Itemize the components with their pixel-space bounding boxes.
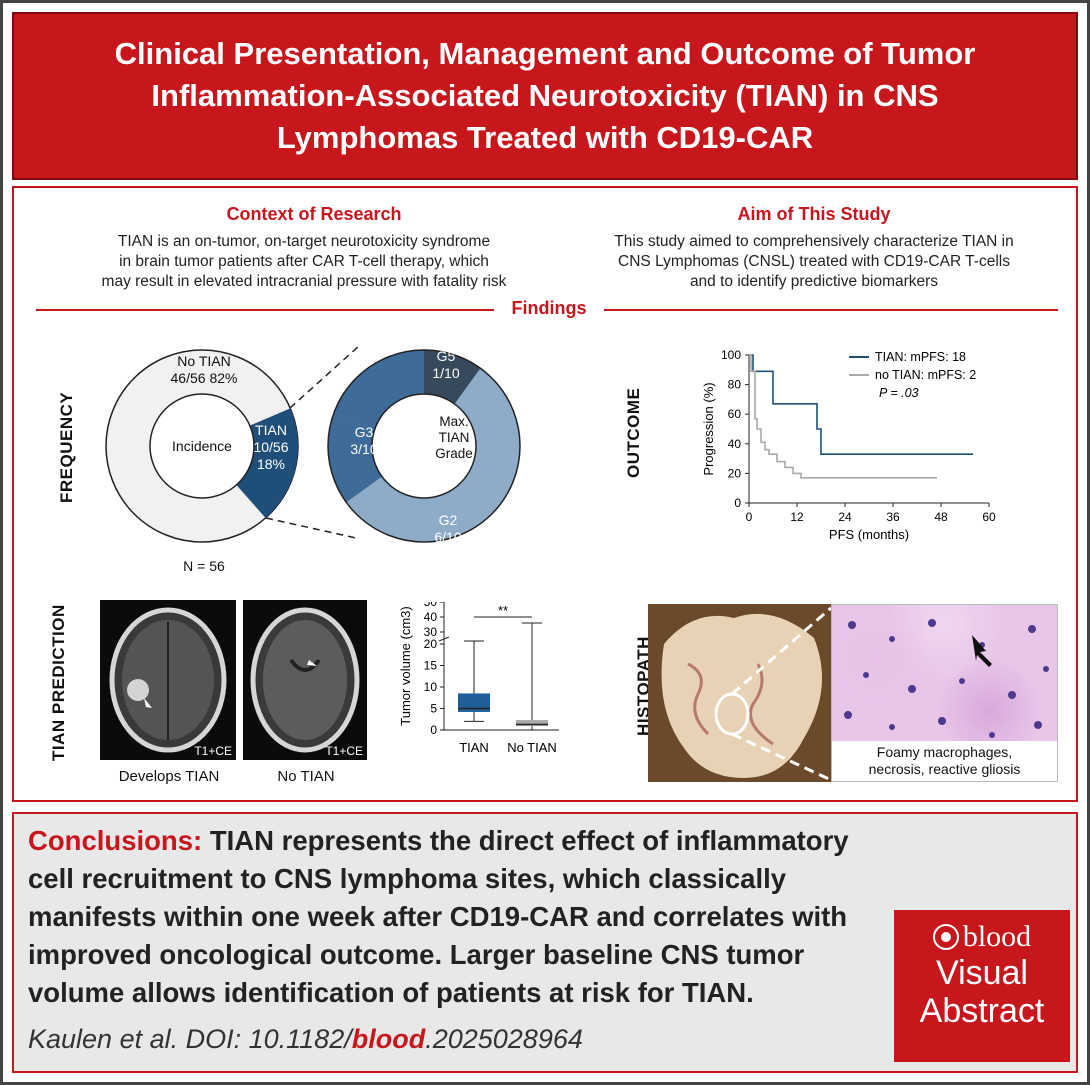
g3-label: G3 3/10 xyxy=(350,424,378,457)
series-line-1 xyxy=(749,354,973,455)
grade-ring xyxy=(327,349,521,543)
tian-label: TIAN 10/56 18% xyxy=(253,422,289,472)
g5-label: G5 1/10 xyxy=(432,348,460,381)
context-heading: Context of Research xyxy=(226,204,402,224)
km-chart: 0 20 40 60 80 100 0 12 24 36 48 60 PFS (months) Progr… xyxy=(701,348,996,542)
y-tick-label: 15 xyxy=(424,659,438,673)
x-tick-label: 36 xyxy=(886,510,900,524)
y-tick-label: 100 xyxy=(721,348,741,362)
series-line-2 xyxy=(749,354,937,479)
visual-abstract-badge: blood Visual Abstract xyxy=(894,910,1070,1062)
category-label: No TIAN xyxy=(507,740,557,755)
caption-no-tian: No TIAN xyxy=(277,768,335,785)
frequency-label: FREQUENCY xyxy=(57,391,76,503)
arrow-icon-2 xyxy=(307,660,317,666)
gross-specimen xyxy=(648,604,831,782)
x-axis-label: PFS (months) xyxy=(829,527,909,542)
y-tick-label: 40 xyxy=(424,610,438,624)
y-tick-label: 80 xyxy=(728,378,742,392)
incidence-hole xyxy=(149,393,255,499)
caption-develops: Develops TIAN xyxy=(118,768,220,785)
x-tick-label: 0 xyxy=(746,510,753,524)
incidence-center: Incidence xyxy=(172,438,232,454)
mri-no-tian-drawing xyxy=(250,607,360,753)
arrow-icon xyxy=(144,698,152,708)
x-tick-label: 60 xyxy=(982,510,996,524)
aim-text: This study aimed to comprehensively char… xyxy=(614,233,1014,290)
mri-tag-left: T1+CE xyxy=(194,744,232,758)
p-value: P = .03 xyxy=(879,386,919,400)
y-tick-label: 30 xyxy=(424,625,438,639)
blood-logo-icon xyxy=(932,924,959,950)
page-title: Clinical Presentation, Management and Ou… xyxy=(114,36,976,155)
y-tick-label: 20 xyxy=(424,637,438,651)
mri-tian-drawing xyxy=(109,607,227,753)
x-tick-label: 12 xyxy=(790,510,804,524)
histology-cells xyxy=(844,619,1049,738)
y-axis-label: Progression (%) xyxy=(701,382,716,475)
grade-center: Max. TIAN Grade xyxy=(435,414,473,461)
conclusions-body: TIAN represents the direct effect of inf… xyxy=(28,825,849,1008)
box-2 xyxy=(516,720,548,727)
y-tick-label: 40 xyxy=(728,437,742,451)
y-tick-label: 60 xyxy=(728,407,742,421)
x-tick-label: 24 xyxy=(838,510,852,524)
grade-hole xyxy=(371,393,477,499)
conclusions-panel: Conclusions: TIAN represents the direct … xyxy=(12,812,1078,1073)
title-banner: Clinical Presentation, Management and Ou… xyxy=(12,12,1078,180)
arrow-icon-3 xyxy=(972,635,992,667)
g2-label: G2 6/10 xyxy=(434,512,462,545)
legend-no-tian: no TIAN: mPFS: 2 xyxy=(875,368,976,382)
y-tick-label: 50 xyxy=(424,602,438,609)
blood-logo: blood xyxy=(894,920,1070,954)
mri-tag-right: T1+CE xyxy=(325,744,363,758)
significance-label: ** xyxy=(498,603,508,618)
lesion xyxy=(127,679,149,701)
outcome-label: OUTCOME xyxy=(624,387,643,478)
frequency-donuts xyxy=(105,345,521,543)
connector-top xyxy=(289,345,360,409)
no-tian-label: No TIAN 46/56 82% xyxy=(170,353,238,386)
y-axis-label: Tumor volume (cm3) xyxy=(398,606,413,725)
n-label: N = 56 xyxy=(183,558,225,574)
legend-tian: TIAN: mPFS: 18 xyxy=(875,350,966,364)
context-text: TIAN is an on-tumor, on-target neurotoxi… xyxy=(101,233,507,290)
aim-heading: Aim of This Study xyxy=(737,204,891,224)
category-label: TIAN xyxy=(459,740,489,755)
findings-panel: Context of Research TIAN is an on-tumor,… xyxy=(12,186,1078,802)
conclusions-text: Conclusions: TIAN represents the direct … xyxy=(28,822,1068,1052)
findings-heading: Findings xyxy=(494,298,604,319)
citation[interactable]: Kaulen et al. DOI: 10.1182/blood.2025028… xyxy=(28,1024,583,1054)
x-tick-label: 48 xyxy=(934,510,948,524)
mri-tian: T1+CE xyxy=(100,600,236,760)
histology-caption: Foamy macrophages, necrosis, reactive gl… xyxy=(832,741,1057,781)
divider-left xyxy=(36,309,496,311)
y-tick-label: 0 xyxy=(734,496,741,510)
mri-no-tian: T1+CE xyxy=(243,600,367,760)
axis-break xyxy=(438,636,450,642)
histology-image: Foamy macrophages, necrosis, reactive gl… xyxy=(831,604,1058,782)
y-tick-label: 5 xyxy=(430,702,437,716)
connector-bottom xyxy=(265,517,357,539)
box-1 xyxy=(458,693,490,712)
divider-right xyxy=(602,309,1058,311)
y-tick-label: 20 xyxy=(728,466,742,480)
y-tick-label: 10 xyxy=(424,680,438,694)
y-tick-label: 0 xyxy=(430,723,437,737)
prediction-label: TIAN PREDICTION xyxy=(49,604,68,761)
conclusions-label: Conclusions: xyxy=(28,825,203,856)
zoom-lines xyxy=(731,606,832,782)
